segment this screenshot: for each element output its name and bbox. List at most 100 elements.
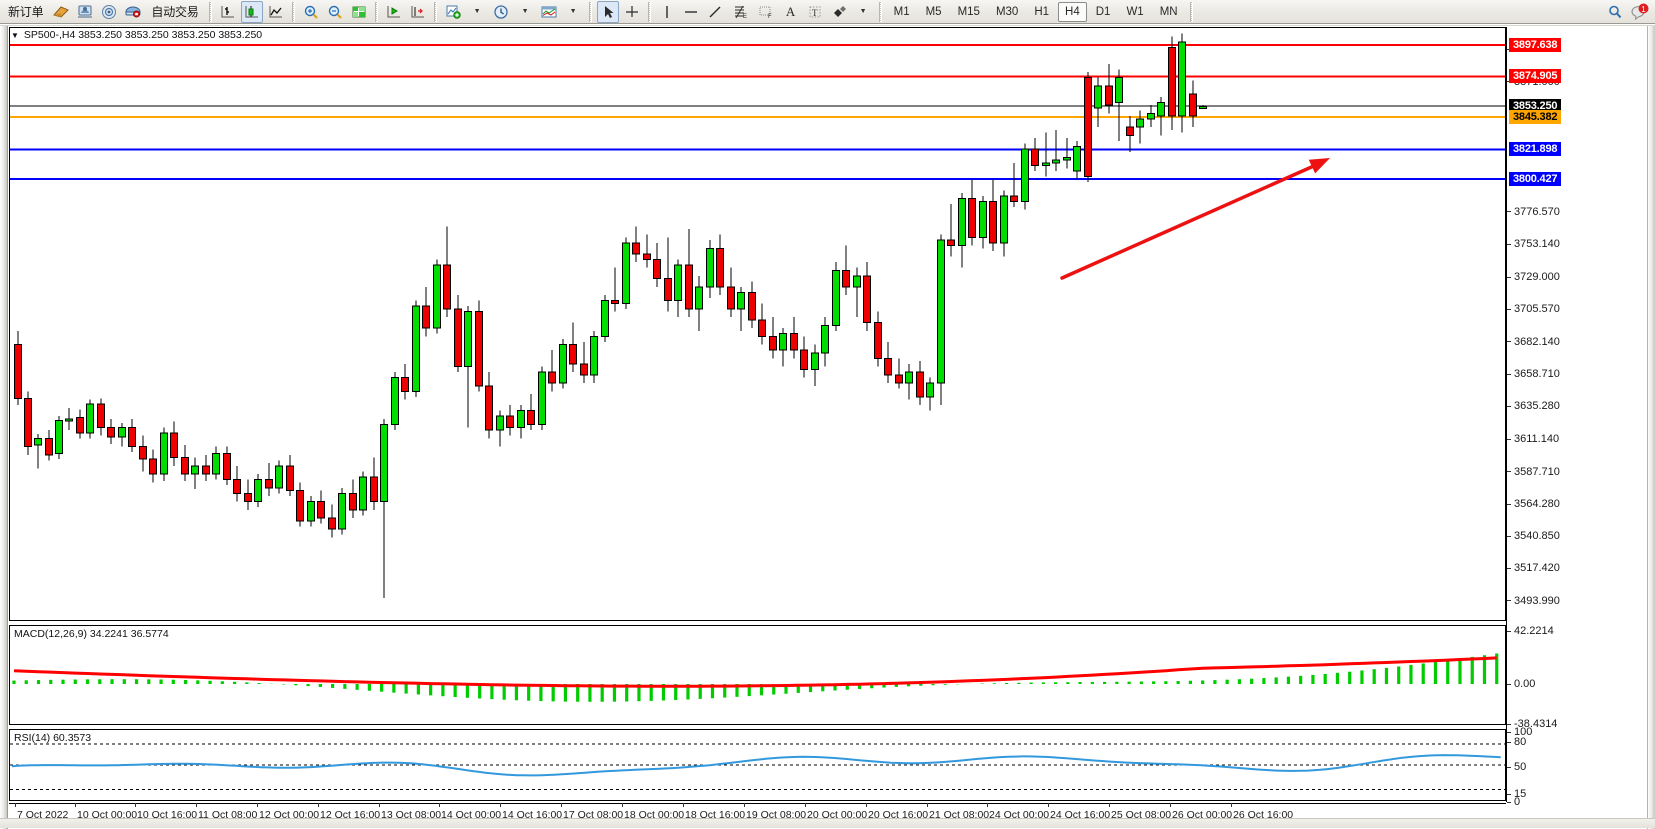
indicators-dropdown-caret[interactable]: ▼ xyxy=(473,8,481,15)
auto-trading-button[interactable]: 自动交易 xyxy=(146,1,203,23)
vertical-line-icon[interactable] xyxy=(656,1,678,23)
right-scroll-strip[interactable] xyxy=(1647,26,1655,829)
time-tick-mark xyxy=(744,803,745,807)
svg-text:E: E xyxy=(743,14,747,20)
time-tick-mark xyxy=(683,803,684,807)
candlestick-chart-icon[interactable] xyxy=(240,0,263,23)
price-tick-label: 3587.710 xyxy=(1507,466,1560,478)
line-chart-icon[interactable] xyxy=(265,1,287,23)
book-icon[interactable] xyxy=(50,1,72,23)
toolbar-separator xyxy=(647,1,651,22)
price-tick-label: 3635.280 xyxy=(1507,400,1560,412)
toolbar-separator xyxy=(433,1,437,22)
svg-text:T: T xyxy=(812,8,818,18)
time-tick-mark xyxy=(439,803,440,807)
timeframe-w1[interactable]: W1 xyxy=(1126,5,1144,18)
search-icon[interactable] xyxy=(1604,1,1626,23)
period-icon[interactable] xyxy=(490,1,512,23)
time-tick-mark xyxy=(196,803,197,807)
timeframe-mn[interactable]: MN xyxy=(1159,5,1178,18)
notification-count: 1 xyxy=(1641,5,1646,14)
price-axis[interactable]: 3894.4303871.0003776.5703753.1403729.000… xyxy=(1506,27,1646,808)
text-label-icon[interactable]: A xyxy=(785,3,796,19)
timeframe-m5[interactable]: M5 xyxy=(925,5,942,18)
time-tick-mark xyxy=(500,803,501,807)
left-scroll-strip[interactable] xyxy=(0,26,8,829)
price-level-badge[interactable]: 3897.638 xyxy=(1509,38,1562,53)
auto-trading-icon[interactable] xyxy=(122,1,144,23)
channel-icon[interactable]: F xyxy=(754,1,778,23)
price-level-badge[interactable]: 3874.905 xyxy=(1509,69,1562,84)
time-tick-mark xyxy=(15,803,16,807)
time-tick-mark xyxy=(318,803,319,807)
rsi-label: RSI(14) 60.3573 xyxy=(14,732,92,744)
timeframe-m1[interactable]: M1 xyxy=(893,5,910,18)
time-tick-mark xyxy=(622,803,623,807)
chart-symbol-header: ▼ SP500-,H4 3853.250 3853.250 3853.250 3… xyxy=(11,29,262,41)
rsi-tick-label: 50 xyxy=(1507,761,1526,773)
price-pane[interactable] xyxy=(9,27,1506,621)
rsi-tick-label: 15 xyxy=(1507,788,1526,800)
time-tick-mark xyxy=(257,803,258,807)
expert-advisors-icon[interactable] xyxy=(74,1,96,23)
zoom-in-icon[interactable] xyxy=(300,1,322,23)
price-tick-label: 3540.850 xyxy=(1507,530,1560,542)
notification-icon[interactable]: 1 xyxy=(1628,1,1652,23)
time-tick-mark xyxy=(75,803,76,807)
timeframe-h1[interactable]: H1 xyxy=(1034,5,1050,18)
price-level-badge[interactable]: 3853.250 xyxy=(1509,99,1562,114)
templates-dropdown-caret[interactable]: ▼ xyxy=(569,8,577,15)
status-bar xyxy=(0,818,1655,828)
cursor-icon[interactable] xyxy=(596,0,619,23)
price-level-badge[interactable]: 3800.427 xyxy=(1509,171,1562,186)
symbol-ohlc-text: SP500-,H4 3853.250 3853.250 3853.250 385… xyxy=(23,29,263,41)
price-tick-label: 3564.280 xyxy=(1507,498,1560,510)
bar-chart-icon[interactable] xyxy=(217,1,239,23)
chart-shift-icon[interactable] xyxy=(383,1,405,23)
data-window-icon[interactable] xyxy=(348,1,370,23)
macd-tick-label: 42.2214 xyxy=(1507,625,1554,637)
period-dropdown-caret[interactable]: ▼ xyxy=(521,8,529,15)
price-level-badge[interactable]: 3845.382 xyxy=(1509,109,1562,124)
new-order-button[interactable]: 新订单 xyxy=(3,1,48,23)
indicators-icon[interactable] xyxy=(442,1,464,23)
templates-icon[interactable] xyxy=(538,1,560,23)
macd-label: MACD(12,26,9) 34.2241 36.5774 xyxy=(14,628,169,640)
time-tick-mark xyxy=(927,803,928,807)
svg-text:F: F xyxy=(768,14,772,20)
toolbar-separator xyxy=(588,1,592,22)
timeframe-m15[interactable]: M15 xyxy=(957,5,980,18)
price-tick-label: 3517.420 xyxy=(1507,562,1560,574)
time-tick-mark xyxy=(379,803,380,807)
price-tick-label: 3753.140 xyxy=(1507,238,1560,250)
timeframe-h4[interactable]: H4 xyxy=(1058,1,1087,22)
toolbar-separator xyxy=(374,1,378,22)
timeframe-m30[interactable]: M30 xyxy=(995,5,1019,18)
price-level-badge[interactable]: 3821.898 xyxy=(1509,142,1562,157)
price-tick-label: 3705.570 xyxy=(1507,303,1560,315)
signals-icon[interactable] xyxy=(98,1,120,23)
price-chart-canvas xyxy=(10,33,1505,598)
objects-icon[interactable] xyxy=(828,1,850,23)
fibonacci-icon[interactable]: E xyxy=(728,1,752,23)
main-toolbar: 新订单 自动交易 xyxy=(0,0,1655,24)
timeframe-d1[interactable]: D1 xyxy=(1095,5,1111,18)
horizontal-line-icon[interactable] xyxy=(680,1,702,23)
time-tick-mark xyxy=(135,803,136,807)
crosshair-icon[interactable] xyxy=(621,1,643,23)
auto-scroll-icon[interactable] xyxy=(407,1,429,23)
time-tick-mark xyxy=(561,803,562,807)
text-icon[interactable]: T xyxy=(804,1,826,23)
trendline-icon[interactable] xyxy=(704,1,726,23)
rsi-tick-label: 80 xyxy=(1507,736,1526,748)
time-tick-mark xyxy=(1170,803,1171,807)
chart-menu-triangle-icon[interactable]: ▼ xyxy=(11,30,19,40)
time-tick-mark xyxy=(1231,803,1232,807)
macd-pane[interactable]: MACD(12,26,9) 34.2241 36.5774 xyxy=(9,625,1506,725)
time-tick-mark xyxy=(866,803,867,807)
objects-dropdown-caret[interactable]: ▼ xyxy=(859,8,867,15)
time-tick-mark xyxy=(1048,803,1049,807)
toolbar-separator xyxy=(291,1,295,22)
rsi-pane[interactable]: RSI(14) 60.3573 xyxy=(9,729,1506,801)
zoom-out-icon[interactable] xyxy=(324,1,346,23)
